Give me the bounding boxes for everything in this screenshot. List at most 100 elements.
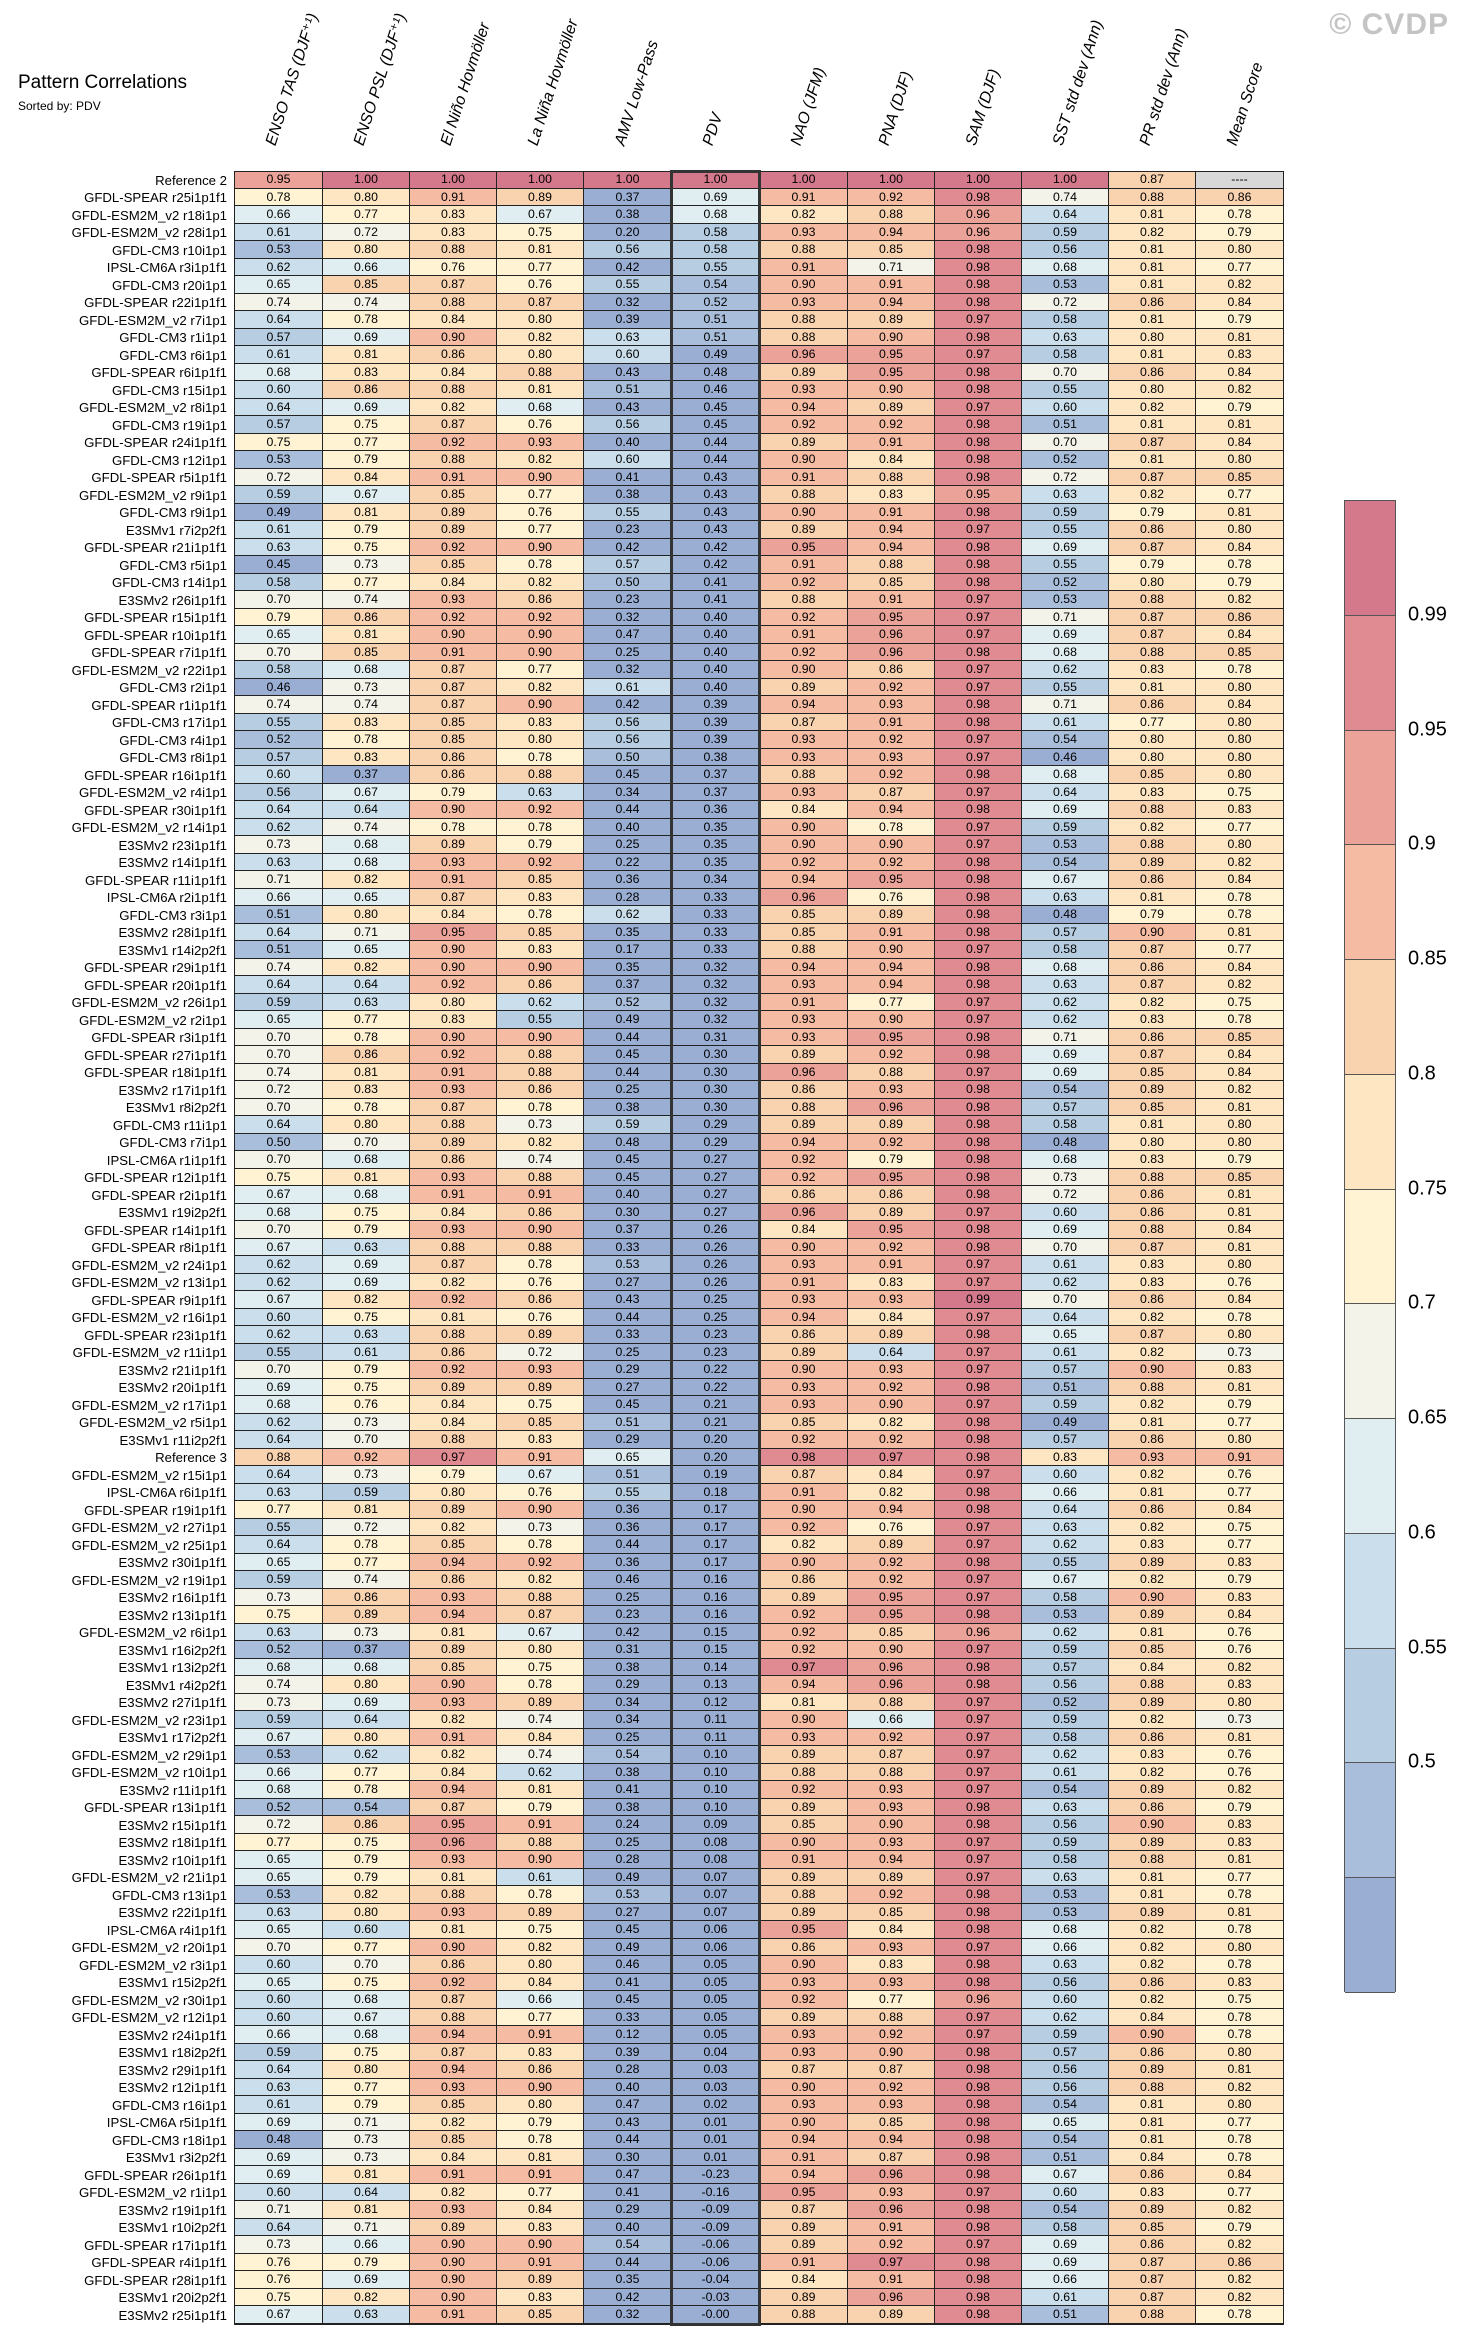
heatmap-cell: 0.63	[1021, 888, 1108, 906]
heatmap-cell: 0.81	[409, 1308, 496, 1326]
heatmap-cell: 0.91	[847, 2218, 934, 2236]
heatmap-cell: 0.91	[847, 2271, 934, 2289]
heatmap-cell: 0.15	[671, 1641, 759, 1659]
heatmap-cell: 0.90	[409, 2236, 496, 2254]
heatmap-cell: 0.78	[409, 818, 496, 836]
row-label: GFDL-ESM2M_v2 r7i1p1	[78, 312, 227, 328]
heatmap-cell: 0.92	[759, 1606, 847, 1624]
heatmap-cell: 0.98	[934, 573, 1021, 591]
heatmap-cell: 0.82	[759, 206, 847, 224]
heatmap-cell: 0.83	[1108, 1273, 1195, 1291]
heatmap-cell: 0.78	[496, 1256, 583, 1274]
heatmap-cell: 0.78	[1195, 1921, 1283, 1939]
heatmap-cell: 0.05	[671, 1991, 759, 2009]
row-label: E3SMv2 r21i1p1f1	[118, 1362, 228, 1378]
column-header-mean-score: Mean Score	[1223, 60, 1267, 148]
heatmap-cell: 0.75	[322, 1308, 409, 1326]
heatmap-cell: 0.51	[583, 1466, 671, 1484]
heatmap-cell: 0.81	[1195, 1851, 1283, 1869]
heatmap-cell: 0.68	[1021, 958, 1108, 976]
heatmap-cell: 0.98	[934, 1501, 1021, 1519]
heatmap-cell: 0.37	[322, 766, 409, 784]
heatmap-cell: 0.68	[322, 1991, 409, 2009]
row-label: GFDL-ESM2M_v2 r20i1p1	[71, 1940, 227, 1955]
heatmap-cell: 0.39	[671, 731, 759, 749]
heatmap-cell: 0.90	[409, 1028, 496, 1046]
heatmap-cell: 0.88	[496, 1588, 583, 1606]
heatmap-cell: 0.42	[583, 1623, 671, 1641]
heatmap-cell: 0.74	[496, 1151, 583, 1169]
heatmap-cell: 0.82	[322, 958, 409, 976]
heatmap-cell: 0.98	[934, 2201, 1021, 2219]
heatmap-cell: 0.97	[934, 1571, 1021, 1589]
heatmap-cell: 0.88	[1108, 188, 1195, 206]
heatmap-cell: 0.81	[1195, 416, 1283, 434]
heatmap-cell: 0.86	[1108, 958, 1195, 976]
legend-tick-label: 0.6	[1408, 1521, 1436, 1544]
heatmap-cell: 0.87	[1108, 468, 1195, 486]
heatmap-cell: 0.60	[234, 1308, 322, 1326]
heatmap-cell: 0.87	[496, 1606, 583, 1624]
heatmap-cell: 0.90	[496, 2236, 583, 2254]
heatmap-cell: 0.80	[1195, 1431, 1283, 1449]
heatmap-cell: 0.81	[1108, 678, 1195, 696]
heatmap-cell: 0.79	[1195, 398, 1283, 416]
heatmap-cell: 0.82	[1195, 2271, 1283, 2289]
heatmap-cell: 0.64	[1021, 1501, 1108, 1519]
row-label: E3SMv1 r17i2p2f1	[118, 1730, 228, 1745]
heatmap-cell: 0.52	[671, 293, 759, 311]
heatmap-cell: 0.89	[1108, 2061, 1195, 2079]
heatmap-cell: 0.41	[583, 2183, 671, 2201]
heatmap-cell: 0.98	[934, 1098, 1021, 1116]
heatmap-cell: 0.66	[234, 2026, 322, 2044]
heatmap-cell: 0.97	[934, 1763, 1021, 1781]
heatmap-cell: 0.80	[322, 188, 409, 206]
heatmap-cell: 0.59	[1021, 503, 1108, 521]
heatmap-cell: 0.91	[409, 2306, 496, 2324]
heatmap-cell: 0.65	[234, 1973, 322, 1991]
row-label: E3SMv1 r19i2p2f1	[118, 1205, 228, 1220]
heatmap-cell: 0.58	[1021, 941, 1108, 959]
heatmap-cell: 0.96	[847, 1658, 934, 1676]
heatmap-cell: 0.83	[322, 1081, 409, 1099]
heatmap-cell: 0.81	[496, 241, 583, 259]
heatmap-cell: 0.90	[409, 1676, 496, 1694]
row-label: GFDL-ESM2M_v2 r13i1p1	[71, 1275, 227, 1290]
heatmap-cell: 0.27	[671, 1186, 759, 1204]
heatmap-cell: 0.75	[234, 1606, 322, 1624]
heatmap-cell: 0.73	[322, 1466, 409, 1484]
heatmap-cell: 0.35	[671, 818, 759, 836]
heatmap-cell: 0.98	[934, 468, 1021, 486]
heatmap-cell: 0.78	[496, 748, 583, 766]
heatmap-cell: 0.86	[1108, 2043, 1195, 2061]
row-label: E3SMv1 r10i2p2f1	[118, 2220, 228, 2235]
heatmap-cell: 0.92	[847, 1378, 934, 1396]
heatmap-cell: 0.73	[1195, 1343, 1283, 1361]
heatmap-cell: 0.89	[1108, 1606, 1195, 1624]
heatmap-cell: 0.60	[234, 1991, 322, 2009]
heatmap-cell: 0.77	[322, 1011, 409, 1029]
heatmap-cell: 0.33	[671, 906, 759, 924]
heatmap-cell: 0.51	[583, 381, 671, 399]
heatmap-cell: 0.94	[847, 1501, 934, 1519]
heatmap-cell: 0.98	[934, 2096, 1021, 2114]
heatmap-cell: 0.79	[1108, 503, 1195, 521]
heatmap-cell: 0.82	[496, 1571, 583, 1589]
heatmap-cell: 0.97	[934, 783, 1021, 801]
heatmap-cell: 0.55	[234, 1343, 322, 1361]
heatmap-cell: 0.78	[234, 188, 322, 206]
heatmap-cell: 0.88	[759, 766, 847, 784]
heatmap-cell: 0.98	[934, 1238, 1021, 1256]
heatmap-cell: 0.90	[496, 1221, 583, 1239]
heatmap-cell: 0.60	[1021, 398, 1108, 416]
heatmap-cell: 0.93	[847, 696, 934, 714]
heatmap-cell: 0.68	[671, 206, 759, 224]
column-headers: ENSO TAS (DJF⁺¹) ENSO PSL (DJF⁺¹) El Niño …	[0, 0, 1469, 172]
heatmap-cell: 0.49	[583, 1011, 671, 1029]
heatmap-cell: 0.98	[934, 1658, 1021, 1676]
heatmap-cell: 0.71	[322, 923, 409, 941]
heatmap-cell: 0.88	[1108, 591, 1195, 609]
row-label: E3SMv1 r11i2p2f1	[119, 1432, 227, 1448]
heatmap-cell: 0.67	[322, 486, 409, 504]
heatmap-cell: 0.82	[409, 1746, 496, 1764]
